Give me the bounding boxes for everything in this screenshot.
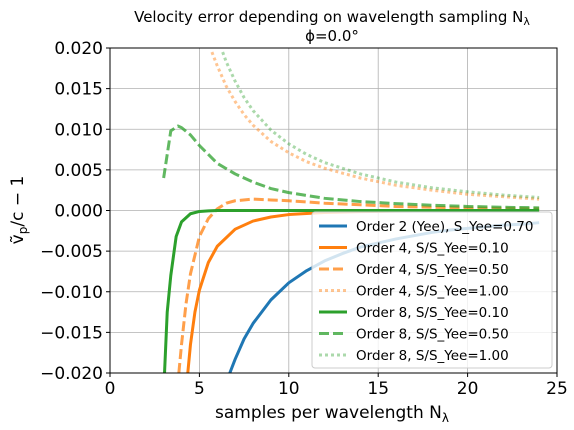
legend-label: Order 4, S/S_Yee=1.00: [356, 284, 509, 300]
y-tick-label: 0.005: [54, 161, 103, 181]
y-tick-label: −0.015: [40, 323, 103, 343]
x-tick-label: 25: [546, 379, 568, 399]
series-line-4: [210, 51, 540, 201]
chart-title: Velocity error depending on wavelength s…: [134, 8, 530, 28]
x-axis-label: samples per wavelength Nλ: [215, 403, 449, 425]
legend-label: Order 8, S/S_Yee=0.10: [356, 305, 509, 321]
y-tick-label: 0.000: [54, 202, 103, 222]
y-tick-label: 0.020: [54, 39, 103, 59]
legend-label: Order 8, S/S_Yee=0.50: [356, 327, 509, 343]
x-tick-label: 20: [457, 379, 479, 399]
legend-label: Order 4, S/S_Yee=0.10: [356, 241, 509, 257]
y-tick-label: −0.020: [40, 364, 103, 384]
legend-label: Order 8, S/S_Yee=1.00: [356, 348, 509, 364]
series-line-5: [163, 209, 540, 373]
chart-subtitle: ϕ=0.0°: [305, 27, 359, 45]
x-tick-label: 15: [367, 379, 389, 399]
legend: Order 2 (Yee), S_Yee=0.70 Order 4, S/S_Ye…: [311, 211, 553, 369]
series-line-6: [162, 124, 540, 210]
legend-box: [311, 211, 553, 369]
x-tick-label: 10: [278, 379, 300, 399]
legend-label: Order 2 (Yee), S_Yee=0.70: [356, 219, 533, 235]
x-tick-label: 5: [194, 379, 205, 399]
series-line-7: [221, 51, 540, 199]
y-axis-label: ṽp/c − 1: [8, 176, 30, 245]
y-tick-label: −0.010: [40, 283, 103, 303]
y-tick-label: 0.010: [54, 120, 103, 140]
x-tick-label: 0: [105, 379, 116, 399]
y-tick-label: −0.005: [40, 242, 103, 262]
legend-label: Order 4, S/S_Yee=0.50: [356, 262, 509, 278]
tick-layer: 0 5 10 15 20 25 −0.020 −0.015 −0.010 −0.005 0.000 0…: [40, 39, 568, 399]
series-layer: [162, 51, 540, 373]
series-line-3: [177, 197, 540, 373]
y-tick-label: 0.015: [54, 80, 103, 100]
